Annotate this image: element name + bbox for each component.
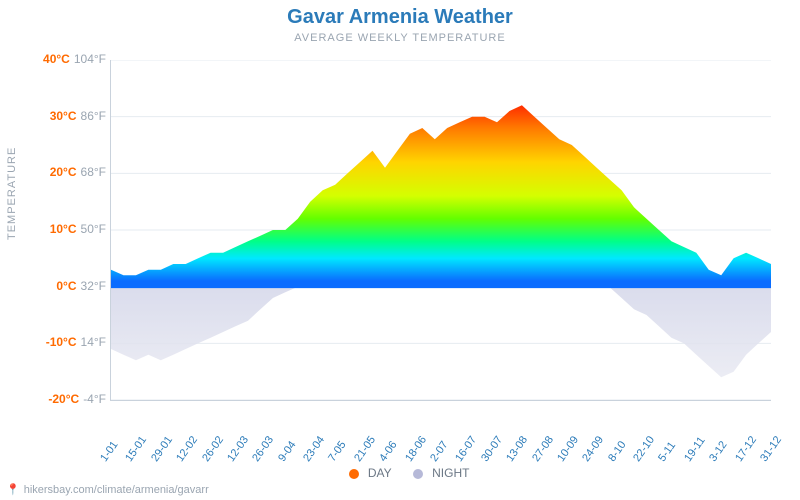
attribution: 📍 hikersbay.com/climate/armenia/gavarr (6, 483, 209, 496)
legend-day-label: DAY (368, 466, 392, 480)
x-ticks: 1-0115-0129-0112-0226-0212-0326-039-0423… (110, 404, 770, 464)
legend-day-swatch (349, 469, 359, 479)
x-tick: 22-10 (631, 434, 657, 464)
x-tick: 8-10 (606, 439, 628, 464)
x-tick: 12-03 (225, 434, 251, 464)
legend-night-label: NIGHT (432, 466, 469, 480)
y-tick: -10°C14°F (6, 335, 106, 349)
x-tick: 7-05 (327, 439, 349, 464)
y-tick: 0°C32°F (6, 279, 106, 293)
x-tick: 18-06 (403, 434, 429, 464)
x-tick: 4-06 (377, 439, 399, 464)
x-tick: 26-03 (250, 434, 276, 464)
x-tick: 29-01 (149, 434, 175, 464)
y-tick: 20°C68°F (6, 165, 106, 179)
x-tick: 27-08 (530, 434, 556, 464)
chart-subtitle: AVERAGE WEEKLY TEMPERATURE (0, 32, 800, 44)
x-tick: 13-08 (504, 434, 530, 464)
plot-area (110, 60, 771, 401)
y-tick: -20°C-4°F (6, 392, 106, 406)
x-tick: 26-02 (200, 434, 226, 464)
location-pin-icon: 📍 (6, 484, 20, 496)
x-tick: 16-07 (454, 434, 480, 464)
legend-night-swatch (413, 469, 423, 479)
x-tick: 19-11 (682, 435, 708, 464)
x-tick: 2-07 (428, 439, 450, 464)
attribution-text: hikersbay.com/climate/armenia/gavarr (24, 484, 209, 496)
x-tick: 21-05 (352, 434, 378, 464)
chart-title: Gavar Armenia Weather (0, 6, 800, 29)
x-tick: 10-09 (555, 434, 581, 464)
x-tick: 31-12 (758, 434, 784, 464)
x-tick: 5-11 (657, 440, 679, 464)
x-tick: 3-12 (707, 439, 729, 464)
y-tick: 40°C104°F (6, 52, 106, 66)
x-tick: 1-01 (98, 439, 120, 464)
x-tick: 17-12 (733, 434, 759, 464)
chart-svg (111, 60, 771, 400)
x-tick: 12-02 (174, 434, 200, 464)
x-tick: 24-09 (580, 434, 606, 464)
y-tick: 10°C50°F (6, 222, 106, 236)
x-tick: 23-04 (301, 434, 327, 464)
x-tick: 9-04 (276, 439, 298, 464)
x-tick: 15-01 (124, 434, 150, 464)
legend: DAY NIGHT (0, 466, 800, 480)
weather-chart: Gavar Armenia Weather AVERAGE WEEKLY TEM… (0, 0, 800, 500)
x-tick: 30-07 (479, 434, 505, 464)
y-tick: 30°C86°F (6, 109, 106, 123)
